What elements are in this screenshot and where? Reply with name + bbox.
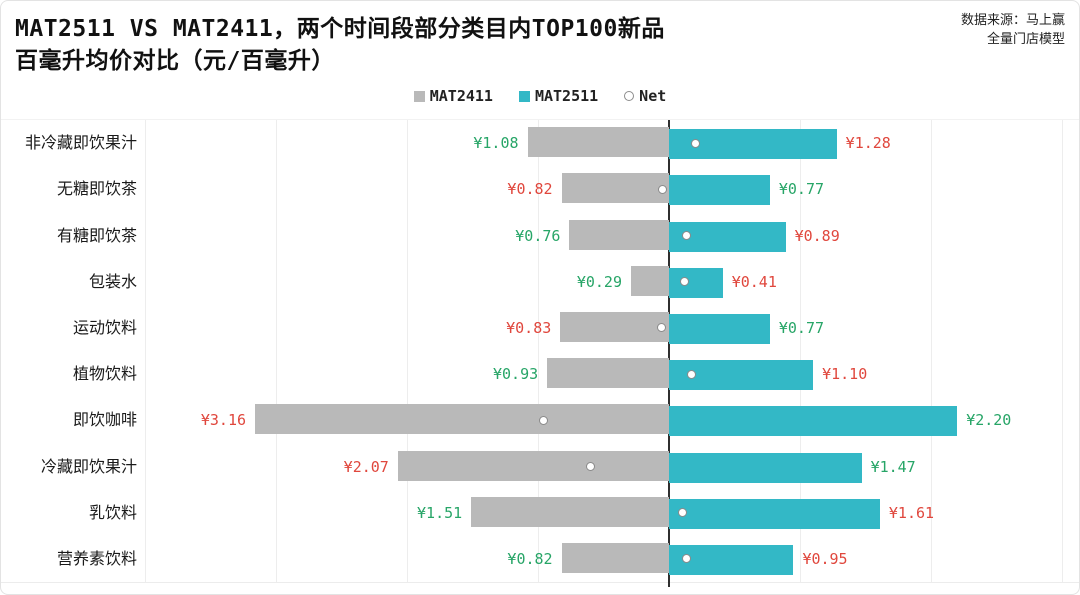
category-label: 运动饮料 xyxy=(72,317,137,337)
legend-label: Net xyxy=(639,87,667,105)
category-label: 有糖即饮茶 xyxy=(56,225,137,245)
legend: MAT2411 MAT2511 Net xyxy=(1,87,1079,105)
value-label-mat2511: ¥1.28 xyxy=(845,134,891,153)
net-dot xyxy=(538,415,548,425)
category-label: 即饮咖啡 xyxy=(72,410,137,430)
plot-area: 非冷藏即饮果汁 ¥1.08 ¥1.28 无糖即饮茶 ¥0.82 ¥0.77 有糖即饮茶 ¥0.… xyxy=(1,119,1079,587)
gridline xyxy=(1062,120,1063,582)
gridline xyxy=(145,120,146,582)
bar-mat2511 xyxy=(669,267,723,298)
legend-square-icon xyxy=(413,90,425,102)
category-label: 非冷藏即饮果汁 xyxy=(24,133,137,153)
net-dot xyxy=(680,277,690,287)
data-source-line1: 数据来源：马上赢 xyxy=(960,13,1065,28)
value-label-mat2411: ¥2.07 xyxy=(343,457,389,476)
value-label-mat2411: ¥0.82 xyxy=(507,180,553,199)
category-label: 营养素饮料 xyxy=(56,548,137,568)
bar-mat2511 xyxy=(669,175,770,206)
bar-mat2411 xyxy=(560,311,669,342)
bar-mat2411 xyxy=(569,219,669,250)
value-label-mat2411: ¥0.82 xyxy=(507,549,553,568)
net-dot xyxy=(657,184,667,194)
chart-title-line2: 百毫升均价对比（元/百毫升） xyxy=(15,48,335,74)
axis-zero-line xyxy=(668,120,670,587)
bar-mat2411 xyxy=(547,358,669,389)
legend-item-mat2411: MAT2411 xyxy=(413,87,493,105)
bar-mat2411 xyxy=(561,542,669,573)
legend-item-net: Net xyxy=(624,87,666,105)
gridline xyxy=(276,120,277,582)
legend-label: MAT2411 xyxy=(429,87,493,105)
bar-mat2511 xyxy=(669,313,770,344)
gridline xyxy=(407,120,408,582)
legend-item-mat2511: MAT2511 xyxy=(518,87,599,105)
value-label-mat2511: ¥1.61 xyxy=(888,503,935,522)
bar-mat2411 xyxy=(471,496,669,527)
category-label: 无糖即饮茶 xyxy=(56,179,137,199)
chart-title: MAT2511 VS MAT2411，两个时间段部分类目内TOP100新品 百毫… xyxy=(15,13,665,77)
value-label-mat2511: ¥0.77 xyxy=(778,180,825,199)
value-label-mat2411: ¥0.93 xyxy=(493,365,539,384)
net-dot xyxy=(656,323,666,333)
value-label-mat2411: ¥1.51 xyxy=(417,503,463,522)
gridline xyxy=(931,120,932,582)
value-label-mat2511: ¥0.89 xyxy=(794,226,840,245)
data-source-line2: 全量门店模型 xyxy=(986,32,1065,47)
value-label-mat2511: ¥0.41 xyxy=(731,272,777,291)
value-label-mat2411: ¥3.16 xyxy=(200,411,247,430)
net-dot xyxy=(585,462,595,471)
value-label-mat2511: ¥0.95 xyxy=(802,549,848,568)
data-source: 数据来源：马上赢 全量门店模型 xyxy=(961,11,1065,49)
legend-square-icon xyxy=(518,90,530,102)
net-dot xyxy=(690,138,700,148)
chart-title-line1: MAT2511 VS MAT2411，两个时间段部分类目内TOP100新品 xyxy=(15,16,665,42)
net-dot xyxy=(686,369,696,379)
value-label-mat2411: ¥1.08 xyxy=(473,134,519,153)
net-circle-icon xyxy=(624,91,635,101)
value-label-mat2411: ¥0.76 xyxy=(515,226,561,245)
value-label-mat2511: ¥0.77 xyxy=(778,318,825,337)
net-dot xyxy=(681,554,691,564)
bar-mat2511 xyxy=(669,406,958,437)
value-label-mat2511: ¥2.20 xyxy=(966,411,1012,430)
bar-mat2411 xyxy=(631,265,669,296)
bar-mat2411 xyxy=(527,127,669,158)
value-label-mat2511: ¥1.47 xyxy=(870,457,916,476)
net-dot xyxy=(677,508,687,518)
value-label-mat2511: ¥1.10 xyxy=(822,365,868,384)
category-label: 冷藏即饮果汁 xyxy=(40,456,137,476)
category-label: 乳饮料 xyxy=(88,502,137,522)
legend-label: MAT2511 xyxy=(534,87,599,105)
gridline xyxy=(538,120,539,582)
bar-mat2411 xyxy=(397,450,669,481)
category-label: 植物饮料 xyxy=(72,364,137,384)
category-label: 包装水 xyxy=(88,271,137,291)
bar-mat2511 xyxy=(669,452,862,483)
gridline xyxy=(800,120,801,582)
net-dot xyxy=(681,231,691,240)
bar-mat2411 xyxy=(561,173,669,204)
value-label-mat2411: ¥0.29 xyxy=(576,272,622,291)
bar-mat2511 xyxy=(669,498,880,529)
value-label-mat2411: ¥0.83 xyxy=(506,318,552,337)
bar-mat2411 xyxy=(255,404,669,435)
